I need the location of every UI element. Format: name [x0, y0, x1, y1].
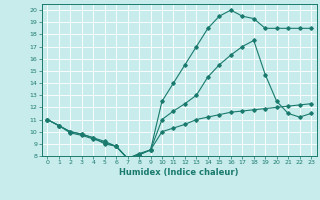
X-axis label: Humidex (Indice chaleur): Humidex (Indice chaleur): [119, 168, 239, 177]
